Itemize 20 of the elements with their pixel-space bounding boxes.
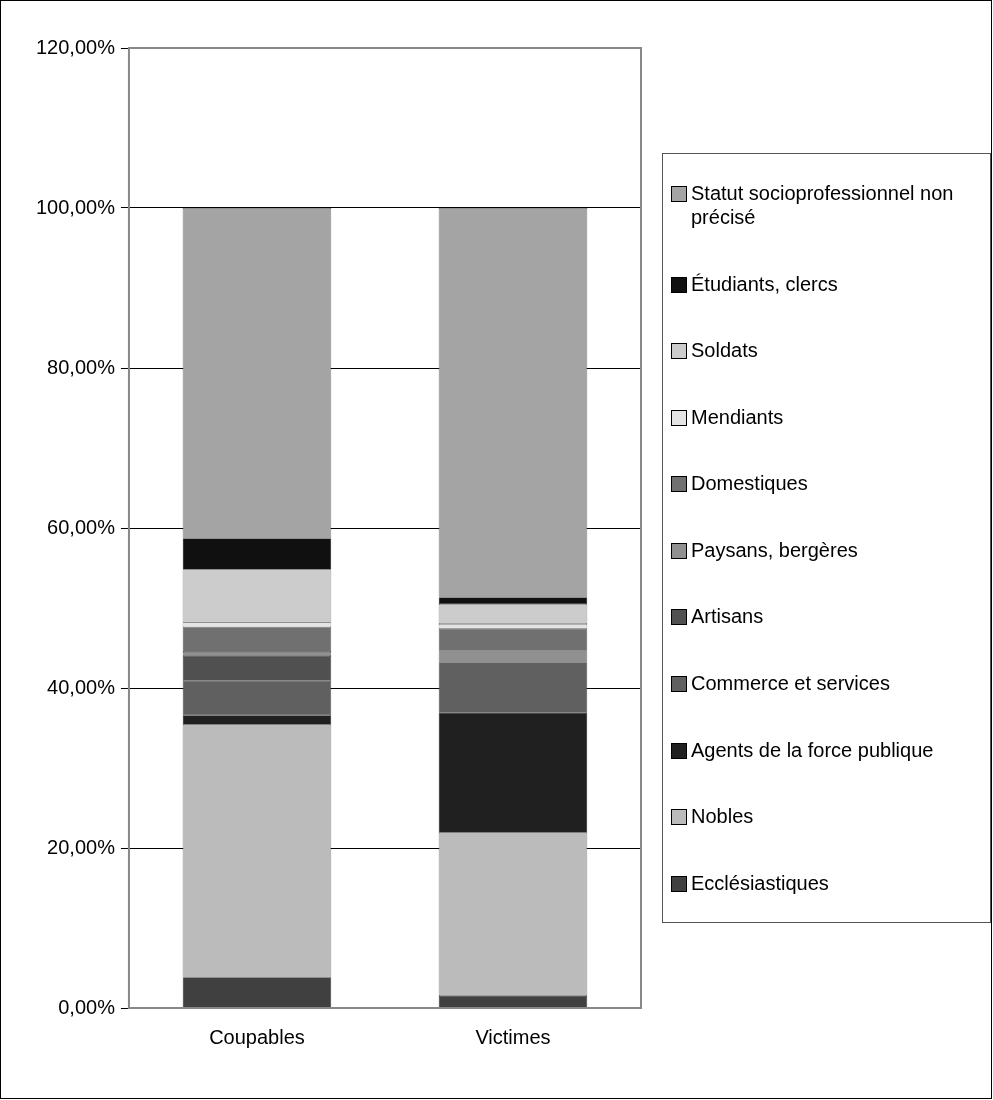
legend-label: Mendiants bbox=[691, 404, 784, 429]
y-tick-label: 60,00% bbox=[47, 515, 116, 538]
x-tick-label: Victimes bbox=[475, 1025, 551, 1048]
x-tick-label: Coupables bbox=[209, 1025, 305, 1048]
y-tick-label: 40,00% bbox=[47, 675, 116, 698]
legend-label: Ecclésiastiques bbox=[691, 870, 829, 895]
legend-label: Étudiants, clercs bbox=[691, 271, 838, 296]
y-tick-label: 20,00% bbox=[47, 835, 116, 858]
legend-label: Commerce et services bbox=[691, 671, 890, 695]
y-tick-label: 80,00% bbox=[47, 355, 116, 378]
y-tick-label: 0,00% bbox=[58, 995, 116, 1018]
legend-label: Artisans bbox=[691, 604, 764, 629]
legend-label: Paysans, bergères bbox=[691, 537, 858, 562]
legend-label: Agents de la force publique bbox=[691, 737, 934, 762]
y-tick-label: 100,00% bbox=[35, 195, 116, 218]
legend-label: Nobles bbox=[691, 804, 754, 829]
legend-label: Domestiques bbox=[691, 471, 808, 496]
y-tick-label: 120,00% bbox=[35, 35, 116, 58]
legend-label: Soldats bbox=[691, 338, 758, 363]
legend-label: Statut socioprofessionnel non précisé bbox=[691, 181, 955, 230]
